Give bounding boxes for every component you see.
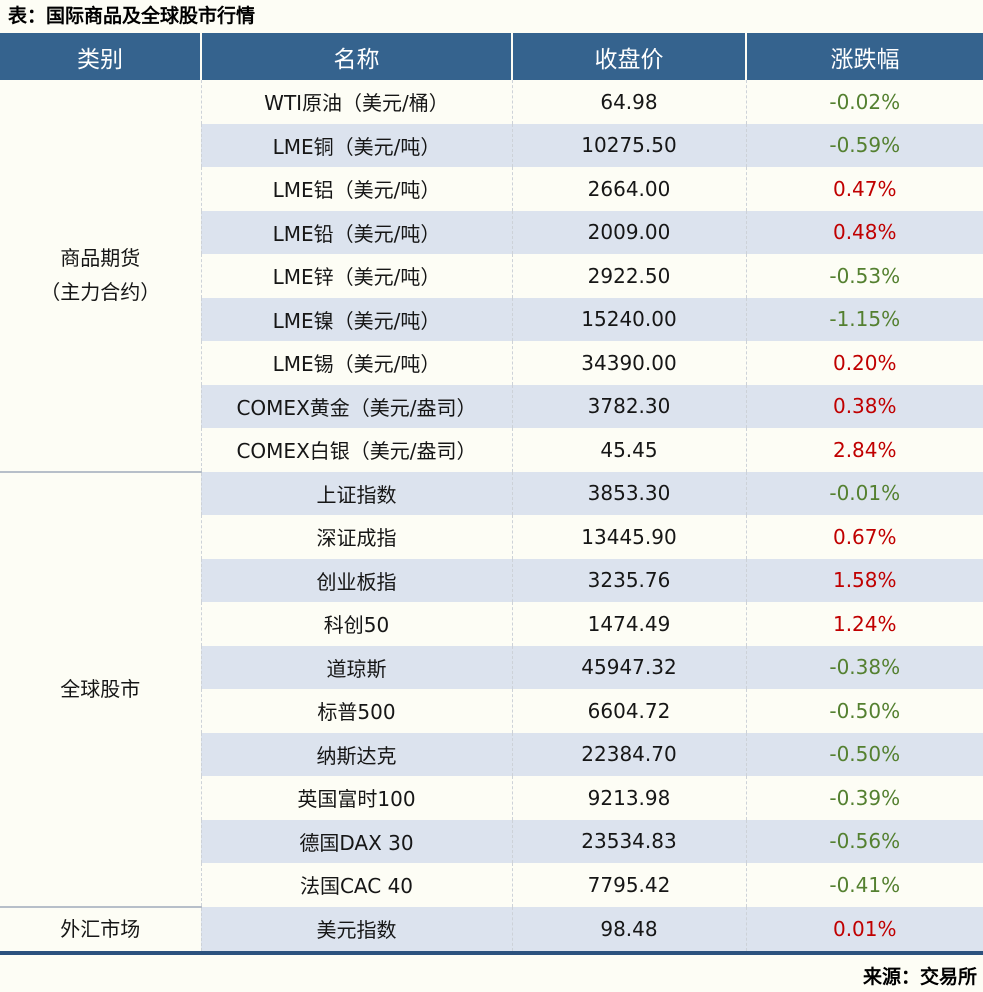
category-label-line: （主力合约） — [40, 280, 161, 305]
col-header-name: 名称 — [200, 33, 512, 80]
category-label-line: 商品期货 — [60, 246, 141, 271]
instrument-name-cell: LME铅（美元/吨） — [272, 221, 441, 246]
change-pct-cell: -0.38% — [745, 645, 983, 689]
source-label: 来源：交易所 — [862, 966, 977, 988]
instrument-name-cell: 美元指数 — [316, 918, 397, 943]
instrument-name-cell: 道琼斯 — [326, 656, 387, 681]
change-pct-cell: -0.50% — [745, 689, 983, 733]
close-price-cell: 2664.00 — [511, 167, 746, 211]
close-price-cell: 3853.30 — [511, 471, 746, 515]
close-price-cell: 64.98 — [511, 80, 746, 124]
instrument-name-cell: LME锡（美元/吨） — [272, 352, 441, 377]
table-row: 英国富时100 9213.98 -0.39% — [0, 776, 983, 820]
close-price-cell: 15240.00 — [511, 297, 746, 341]
table-title: 表：国际商品及全球股市行情 — [8, 5, 256, 27]
table-row: LME铝（美元/吨） 2664.00 0.47% — [0, 167, 983, 211]
table-header-row: 类别 名称 收盘价 涨跌幅 — [0, 33, 983, 80]
close-price-cell: 9213.98 — [511, 776, 746, 820]
change-pct-cell: -0.41% — [745, 863, 983, 907]
change-pct-cell: -0.01% — [745, 471, 983, 515]
change-pct-cell: 0.67% — [745, 515, 983, 559]
table-row: 科创50 1474.49 1.24% — [0, 602, 983, 646]
close-price-cell: 13445.90 — [511, 515, 746, 559]
table-row: LME锌（美元/吨） 2922.50 -0.53% — [0, 254, 983, 298]
col-header-category: 类别 — [0, 33, 201, 80]
change-pct-cell: 0.20% — [745, 341, 983, 385]
change-pct-cell: -0.53% — [745, 254, 983, 298]
category-label-line: 全球股市 — [60, 677, 141, 701]
instrument-name-cell: 德国DAX 30 — [299, 830, 414, 855]
table-row: COMEX白银（美元/盎司） 45.45 2.84% — [0, 428, 983, 472]
instrument-name-cell: 纳斯达克 — [316, 743, 397, 768]
change-pct-cell: -0.02% — [745, 80, 983, 124]
instrument-name-cell: COMEX黄金（美元/盎司） — [236, 395, 477, 420]
instrument-name-cell: 上证指数 — [316, 482, 397, 507]
close-price-cell: 10275.50 — [511, 123, 746, 167]
close-price-cell: 6604.72 — [511, 689, 746, 733]
change-pct-cell: -0.50% — [745, 732, 983, 776]
close-price-cell: 3235.76 — [511, 558, 746, 602]
close-price-cell: 23534.83 — [511, 819, 746, 863]
change-pct-cell: 0.38% — [745, 384, 983, 428]
table-row: 法国CAC 40 7795.42 -0.41% — [0, 863, 983, 907]
change-pct-cell: 0.48% — [745, 210, 983, 254]
change-pct-cell: 1.58% — [745, 558, 983, 602]
table-bottom-border — [0, 951, 983, 955]
close-price-cell: 45.45 — [511, 428, 746, 472]
close-price-cell: 22384.70 — [511, 732, 746, 776]
close-price-cell: 1474.49 — [511, 602, 746, 646]
col-header-change-pct: 涨跌幅 — [745, 33, 983, 80]
table-row: LME铜（美元/吨） 10275.50 -0.59% — [0, 123, 983, 167]
category-cell: 商品期货 （主力合约） — [0, 80, 202, 472]
change-pct-cell: -1.15% — [745, 297, 983, 341]
table-body: 商品期货 （主力合约） WTI原油（美元/桶） 64.98 -0.02% LME铜（美元/… — [0, 80, 983, 951]
table-row: 深证成指 13445.90 0.67% — [0, 515, 983, 559]
change-pct-cell: -0.39% — [745, 776, 983, 820]
close-price-cell: 2922.50 — [511, 254, 746, 298]
table-row: LME锡（美元/吨） 34390.00 0.20% — [0, 341, 983, 385]
instrument-name-cell: 深证成指 — [316, 526, 397, 551]
change-pct-cell: 1.24% — [745, 602, 983, 646]
close-price-cell: 7795.42 — [511, 863, 746, 907]
market-table: 类别 名称 收盘价 涨跌幅 商品期货 （主力合约） WTI原油（美元/桶） 64.98… — [0, 33, 983, 951]
instrument-name-cell: 法国CAC 40 — [299, 874, 414, 899]
change-pct-cell: -0.56% — [745, 819, 983, 863]
instrument-name-cell: 标普500 — [317, 700, 396, 725]
close-price-cell: 2009.00 — [511, 210, 746, 254]
instrument-name-cell: LME铜（美元/吨） — [272, 134, 441, 159]
col-header-close-price: 收盘价 — [511, 33, 746, 80]
instrument-name-cell: COMEX白银（美元/盎司） — [236, 439, 477, 464]
close-price-cell: 3782.30 — [511, 384, 746, 428]
category-cell: 外汇市场 — [0, 905, 202, 951]
instrument-name-cell: LME铝（美元/吨） — [272, 178, 441, 203]
category-label-line: 外汇市场 — [60, 917, 141, 942]
change-pct-cell: 0.47% — [745, 167, 983, 211]
table-row: 全球股市 上证指数 3853.30 -0.01% — [0, 470, 983, 907]
change-pct-cell: -0.59% — [745, 123, 983, 167]
category-cell: 全球股市 — [0, 470, 202, 907]
instrument-name-cell: 创业板指 — [316, 569, 397, 594]
close-price-cell: 34390.00 — [511, 341, 746, 385]
close-price-cell: 98.48 — [511, 906, 746, 951]
change-pct-cell: 0.01% — [745, 906, 983, 951]
instrument-name-cell: 英国富时100 — [297, 787, 416, 812]
table-row: 外汇市场 美元指数 98.48 0.01% — [0, 905, 983, 951]
instrument-name-cell: 科创50 — [323, 613, 390, 638]
table-row: 标普500 6604.72 -0.50% — [0, 689, 983, 733]
instrument-name-cell: WTI原油（美元/桶） — [264, 91, 449, 116]
table-row: 商品期货 （主力合约） WTI原油（美元/桶） 64.98 -0.02% — [0, 80, 983, 472]
instrument-name-cell: LME镍（美元/吨） — [272, 308, 441, 333]
close-price-cell: 45947.32 — [511, 645, 746, 689]
change-pct-cell: 2.84% — [745, 428, 983, 472]
instrument-name-cell: LME锌（美元/吨） — [272, 265, 441, 290]
